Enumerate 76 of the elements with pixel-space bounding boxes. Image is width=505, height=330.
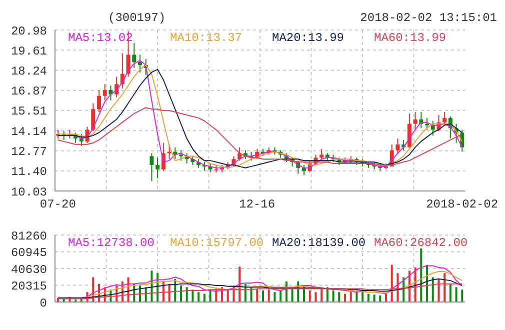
line-series bbox=[86, 270, 463, 298]
bar bbox=[256, 288, 258, 302]
candlestick bbox=[425, 117, 429, 130]
line-series bbox=[57, 278, 463, 298]
candlestick bbox=[413, 112, 418, 130]
x-tick-label: 2018-02-02 bbox=[426, 198, 498, 212]
y-tick-label: 11.40 bbox=[10, 165, 47, 180]
y-tick-label: 10.03 bbox=[10, 185, 47, 200]
y-tick-label: 60945 bbox=[10, 246, 47, 260]
candlestick bbox=[167, 144, 172, 160]
bar bbox=[308, 290, 311, 302]
y-tick-label: 18.24 bbox=[10, 64, 47, 79]
y-tick-label: 12.77 bbox=[10, 144, 47, 159]
bar bbox=[344, 294, 346, 302]
candlestick bbox=[150, 152, 154, 182]
text: MA10:13.37 bbox=[170, 31, 244, 45]
text: MA20:18139.00 bbox=[272, 236, 367, 250]
candlestick bbox=[442, 112, 447, 126]
y-tick-label: 0 bbox=[40, 296, 47, 310]
bar bbox=[444, 273, 446, 302]
text: MA10:15797.00 bbox=[170, 236, 265, 250]
bar bbox=[180, 286, 182, 302]
bar bbox=[274, 292, 276, 302]
bar bbox=[373, 294, 376, 302]
y-tick-label: 81260 bbox=[10, 229, 47, 244]
candlestick bbox=[138, 54, 142, 73]
bar bbox=[268, 290, 270, 302]
bar bbox=[350, 292, 352, 302]
chart-title: (300197) bbox=[108, 11, 166, 25]
bar bbox=[320, 288, 323, 302]
text: MA20:13.99 bbox=[272, 31, 346, 45]
bar bbox=[326, 287, 328, 302]
bar bbox=[338, 292, 340, 302]
bar bbox=[379, 295, 382, 302]
y-tick-label: 40630 bbox=[10, 262, 47, 277]
candlestick bbox=[132, 42, 136, 68]
candlestick bbox=[407, 113, 412, 148]
bar bbox=[226, 290, 229, 302]
text: MA60:26842.00 bbox=[374, 236, 469, 250]
bar bbox=[262, 290, 264, 302]
candlestick bbox=[91, 102, 96, 132]
bar bbox=[438, 278, 440, 302]
candlestick bbox=[102, 84, 107, 101]
bar bbox=[203, 294, 206, 302]
candlestick bbox=[396, 138, 400, 154]
y-tick-label: 20315 bbox=[10, 280, 47, 294]
bar bbox=[209, 290, 212, 302]
candlestick bbox=[179, 150, 183, 162]
y-tick-label: 14.14 bbox=[10, 124, 47, 139]
text: MA60:13.99 bbox=[374, 31, 448, 45]
chart-subtitle: 2018-02-02 13:15:01 bbox=[360, 11, 497, 25]
bar bbox=[198, 292, 200, 302]
bar bbox=[420, 248, 422, 302]
bar bbox=[367, 294, 370, 302]
y-tick-label: 19.61 bbox=[10, 44, 47, 58]
x-tick-label: 12-16 bbox=[239, 198, 276, 212]
bar bbox=[385, 294, 387, 302]
y-tick-label: 16.87 bbox=[10, 84, 47, 99]
candlestick bbox=[97, 89, 101, 113]
candlestick bbox=[173, 146, 178, 160]
bar bbox=[332, 290, 334, 302]
y-tick-label: 15.51 bbox=[10, 104, 47, 119]
bar bbox=[280, 290, 282, 302]
bar bbox=[449, 284, 452, 302]
bar bbox=[461, 290, 464, 302]
text: MA5:12738.00 bbox=[68, 236, 156, 250]
bar bbox=[314, 292, 317, 302]
candlestick bbox=[320, 148, 324, 160]
candlestick bbox=[302, 164, 306, 176]
x-tick-label: 07-20 bbox=[40, 198, 76, 212]
y-tick-label: 20.98 bbox=[10, 24, 47, 38]
candlestick bbox=[79, 134, 84, 146]
candlestick bbox=[156, 157, 160, 179]
line-series bbox=[57, 283, 463, 300]
bar bbox=[455, 287, 458, 302]
bar bbox=[186, 287, 188, 302]
